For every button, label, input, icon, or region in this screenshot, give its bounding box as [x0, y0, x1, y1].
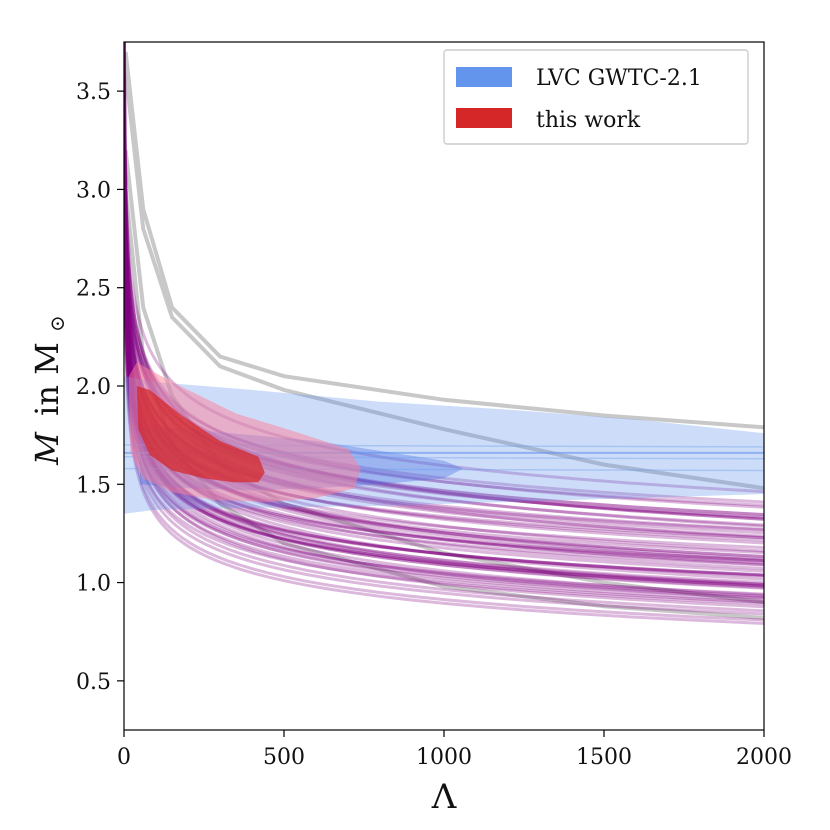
y-tick-label-1: 1.0 — [76, 572, 111, 597]
x-tick-label-3: 1500 — [576, 745, 632, 770]
this-work-region-inner — [136, 386, 265, 483]
eos-curve-55 — [124, 182, 764, 622]
plot-background — [124, 42, 764, 730]
legend-swatch-this-work — [456, 108, 512, 128]
gray-curve-0 — [124, 51, 764, 430]
y-tick-label-6: 3.5 — [76, 80, 111, 105]
legend: LVC GWTC-2.1 this work — [443, 49, 749, 145]
y-axis-label-subscript: ⊙ — [45, 315, 69, 332]
y-tick-label-4: 2.5 — [76, 277, 111, 302]
gray-curve-1 — [124, 71, 764, 491]
y-axis-label-text: in M — [28, 342, 66, 416]
axes: 0 500 1000 1500 2000 0.5 1.0 1.5 2.0 2.5 3.0 3.5 — [76, 80, 792, 770]
x-tick-label-0: 0 — [117, 745, 131, 770]
legend-box — [443, 49, 749, 145]
y-tick-label-5: 3.0 — [76, 178, 111, 203]
x-tick-label-4: 2000 — [736, 745, 792, 770]
legend-swatch-lvc — [456, 67, 512, 87]
legend-label-this-work: this work — [536, 108, 641, 133]
y-tick-label-0: 0.5 — [76, 670, 111, 695]
x-tick-label-2: 1000 — [416, 745, 472, 770]
x-tick-label-1: 500 — [263, 745, 305, 770]
eos-curve-56 — [124, 190, 764, 625]
legend-label-lvc: LVC GWTC-2.1 — [536, 66, 702, 91]
y-tick-label-2: 1.5 — [76, 473, 111, 498]
y-axis-label-symbol: M — [28, 431, 66, 466]
plot-area — [124, 42, 764, 625]
y-tick-label-3: 2.0 — [76, 375, 111, 400]
x-axis-label: Λ — [431, 777, 457, 817]
y-axis-label: M in M ⊙ — [28, 315, 69, 466]
